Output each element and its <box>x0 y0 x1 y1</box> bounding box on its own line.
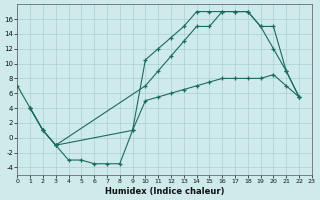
X-axis label: Humidex (Indice chaleur): Humidex (Indice chaleur) <box>105 187 224 196</box>
